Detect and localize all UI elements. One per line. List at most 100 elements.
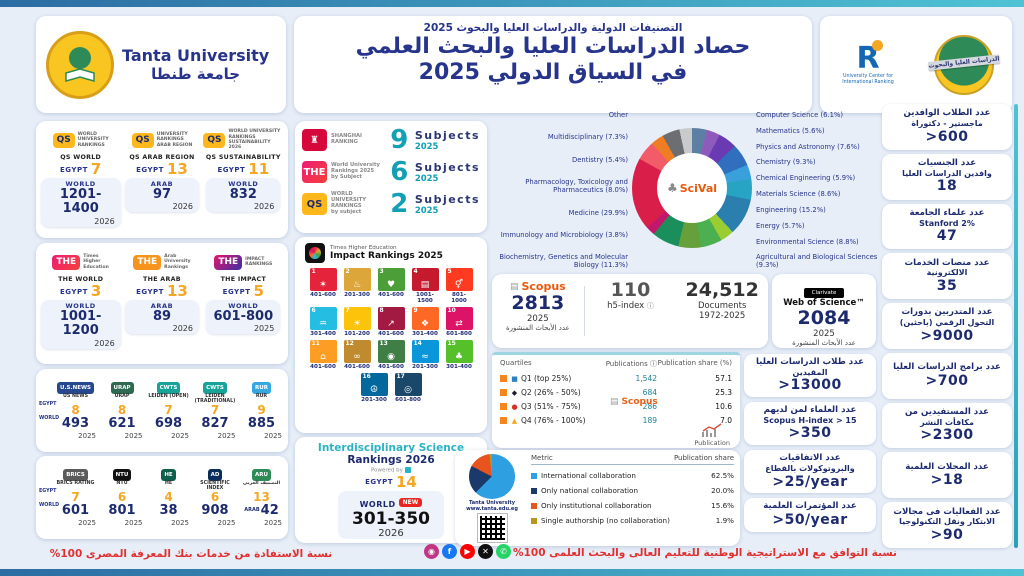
impact-title: Impact Rankings 2025 [330,251,443,261]
donut-ring: ♣ SciVal [632,128,752,248]
ranking-logo-caption: WORLD UNIVERSITY RANKINGS [77,132,109,148]
sdg-rank-value: 301-400 [412,331,438,337]
egypt-rank-value: 13 [253,490,270,505]
stat-title: عدد الجنسيات [917,158,977,169]
website-label[interactable]: Tanta University www.tanta.edu.eg [466,499,518,513]
stat-title: عدد المؤتمرات العلمية [763,501,857,512]
rank-card: CWTS LEIDEN (OPEN) 7 698 2025 [146,374,191,440]
sdg-tile: 16 ☮ 201-300 [360,373,388,403]
subjects-year: 2025 [414,205,439,216]
ranking-name: RUR [255,394,268,400]
sdg-rank-value: 401-600 [344,364,370,370]
quartile-share: 57.1 [715,374,732,383]
tanta-university-logo [46,30,114,99]
page-title-line1: حصاد الدراسات العليا والبحث العلمي [355,34,751,59]
rank-year: 2026 [253,202,275,212]
egypt-rank: EGYPT 7 [60,162,101,177]
sdg-16-icon: 16 ☮ [360,373,388,396]
university-logo-card: Tanta University جامعة طنطا [36,16,286,113]
sdg-tile: 10 ⇄ 601-800 [445,307,473,337]
quartile-share: 7.0 [720,416,732,425]
sdg-rank-value: 601-800 [446,331,472,337]
egypt-label: EGYPT [60,287,88,296]
scopus-wordmark: Scopus [521,280,566,293]
legend-square-icon [531,487,537,494]
info-icon: ⓘ [646,301,654,310]
rank-value: 1201-1400 [59,187,102,217]
rank-card: QS WORLD UNIVERSITY RANKINGS SUSTAINABILITY… [203,128,283,227]
egypt-rank: EGYPT 11 [217,162,269,177]
stat-title: عدد علماء الجامعة [909,207,985,218]
ranking-logo-badge: CWTS [203,382,227,395]
rank-year: 2025 [78,431,96,440]
new-badge: NEW [398,497,423,507]
scopus-logo-icon: ▤ [610,397,619,407]
interdisciplinary-year: 2026 [378,528,404,540]
sdg-rank-value: 401-600 [378,292,404,298]
collaboration-pie-chart [469,454,515,499]
egypt-rank: EGYPT 13 [136,284,188,299]
sdg-grid-last-row: 16 ☮ 201-300 17 ◎ 601-800 [295,370,487,403]
stat-value: >90 [930,526,964,543]
world-rank-box: WORLD 601-800 2025 [206,300,281,335]
donut-label: Materials Science (8.6%) [756,190,841,199]
scopus-metrics-card: ▤ Scopus 2813 2025 عدد الأبحاث المنشورة 1… [492,274,768,348]
collaboration-row: Single authorship (no collaboration) 1.9% [531,516,734,525]
wos-count: 2084 [797,307,851,329]
quartile-share: 10.6 [715,402,732,411]
sdg-rank-value: 601-800 [395,397,421,403]
stat-title: عدد الفعاليات فى مجالات [893,506,1001,517]
rank-card: THE IMPACT RANKINGS THE IMPACT EGYPT 5 WORLD 60… [203,250,283,349]
rank-card: QS UNIVERSITY RANKINGS ARAB REGION QS ARAB R… [122,128,202,227]
ranking-logo-caption: Times Higher Education [83,254,109,270]
stat-value: >50/year [772,512,848,529]
donut-label: Dentistry (5.4%) [571,155,628,164]
ranking-logo-badge: HE [161,469,176,482]
subjects-unit: Subjects 2025 [414,160,480,184]
stat-title: عدد منصات الخدمات [904,257,990,268]
egypt-rank-value: 13 [166,160,188,178]
sdg-5-icon: 5 ⚥ [445,268,473,291]
whatsapp-icon[interactable]: ✆ [496,544,511,559]
stat-value: >700 [925,372,969,389]
stat-title: عدد العلماء لمن لديهم [763,405,857,416]
sdg-rank-value: 201-300 [412,364,438,370]
quartile-publications: 189 [642,416,657,425]
collaboration-row: Only institutional collaboration 15.6% [531,501,734,510]
egypt-label: EGYPT [222,287,251,296]
ranking-logo-badge: THE [133,254,162,270]
ranking-logo-badge: NTU [112,469,132,482]
rank-year: 2025 [217,431,236,440]
subject-ranking-row: ♜ SHANGHAI RANKING 9 Subjects 2025 [295,124,487,156]
ranking-name: NTU [116,481,128,487]
ranking-logo-caption: WORLD UNIVERSITY RANKINGS SUSTAINABILITY 2… [228,129,281,151]
facebook-icon[interactable]: f [442,544,457,559]
sdg-8-icon: 8 ↗ [377,307,405,330]
collaboration-card: Tanta University www.tanta.edu.eg Metric… [455,450,740,546]
quartile-label: Q4 (76% - 100%) [521,416,586,425]
stat-subtitle: وافدين الدراسات العليا [902,168,992,178]
rank-scope-label: ARAB [150,302,174,310]
ranking-name: التصنيف العربي [242,481,281,487]
collaboration-share: 62.5% [711,471,734,481]
rank-scope-label: WORLD [65,180,96,188]
youtube-icon[interactable]: ▶ [460,544,475,559]
egypt-axis-label: EGYPT [39,402,57,407]
rank-year: 2025 [171,518,189,527]
rank-value: 832 [229,187,257,202]
x-icon[interactable]: ✕ [478,544,493,559]
rankings-row-a-card: EGYPT WORLD U.S.NEWS US NEWS 8 493 2025 URAP U… [36,369,288,452]
donut-label: Agricultural and Biological Sciences (9.… [756,253,878,270]
egypt-rank-value: 7 [164,403,173,418]
sdg-1-icon: 1 ✶ [309,268,337,291]
postgraduate-banner: الدراسات العليا والبحوث [927,53,1001,71]
h5-value: 110 [610,279,651,301]
rank-card: THE Times Higher Education THE WORLD EGYPT 3 WO… [40,250,121,349]
world-rank-value: 621 [108,416,136,432]
ranking-logo-badge: RUR [252,382,271,395]
instagram-icon[interactable]: ◉ [424,544,439,559]
stat-subtitle: والبروتوكولات بالقطاع [765,463,855,473]
donut-label: Chemistry (9.3%) [756,158,816,167]
stat-subtitle: ماجستير - دكتوراة [911,119,983,129]
